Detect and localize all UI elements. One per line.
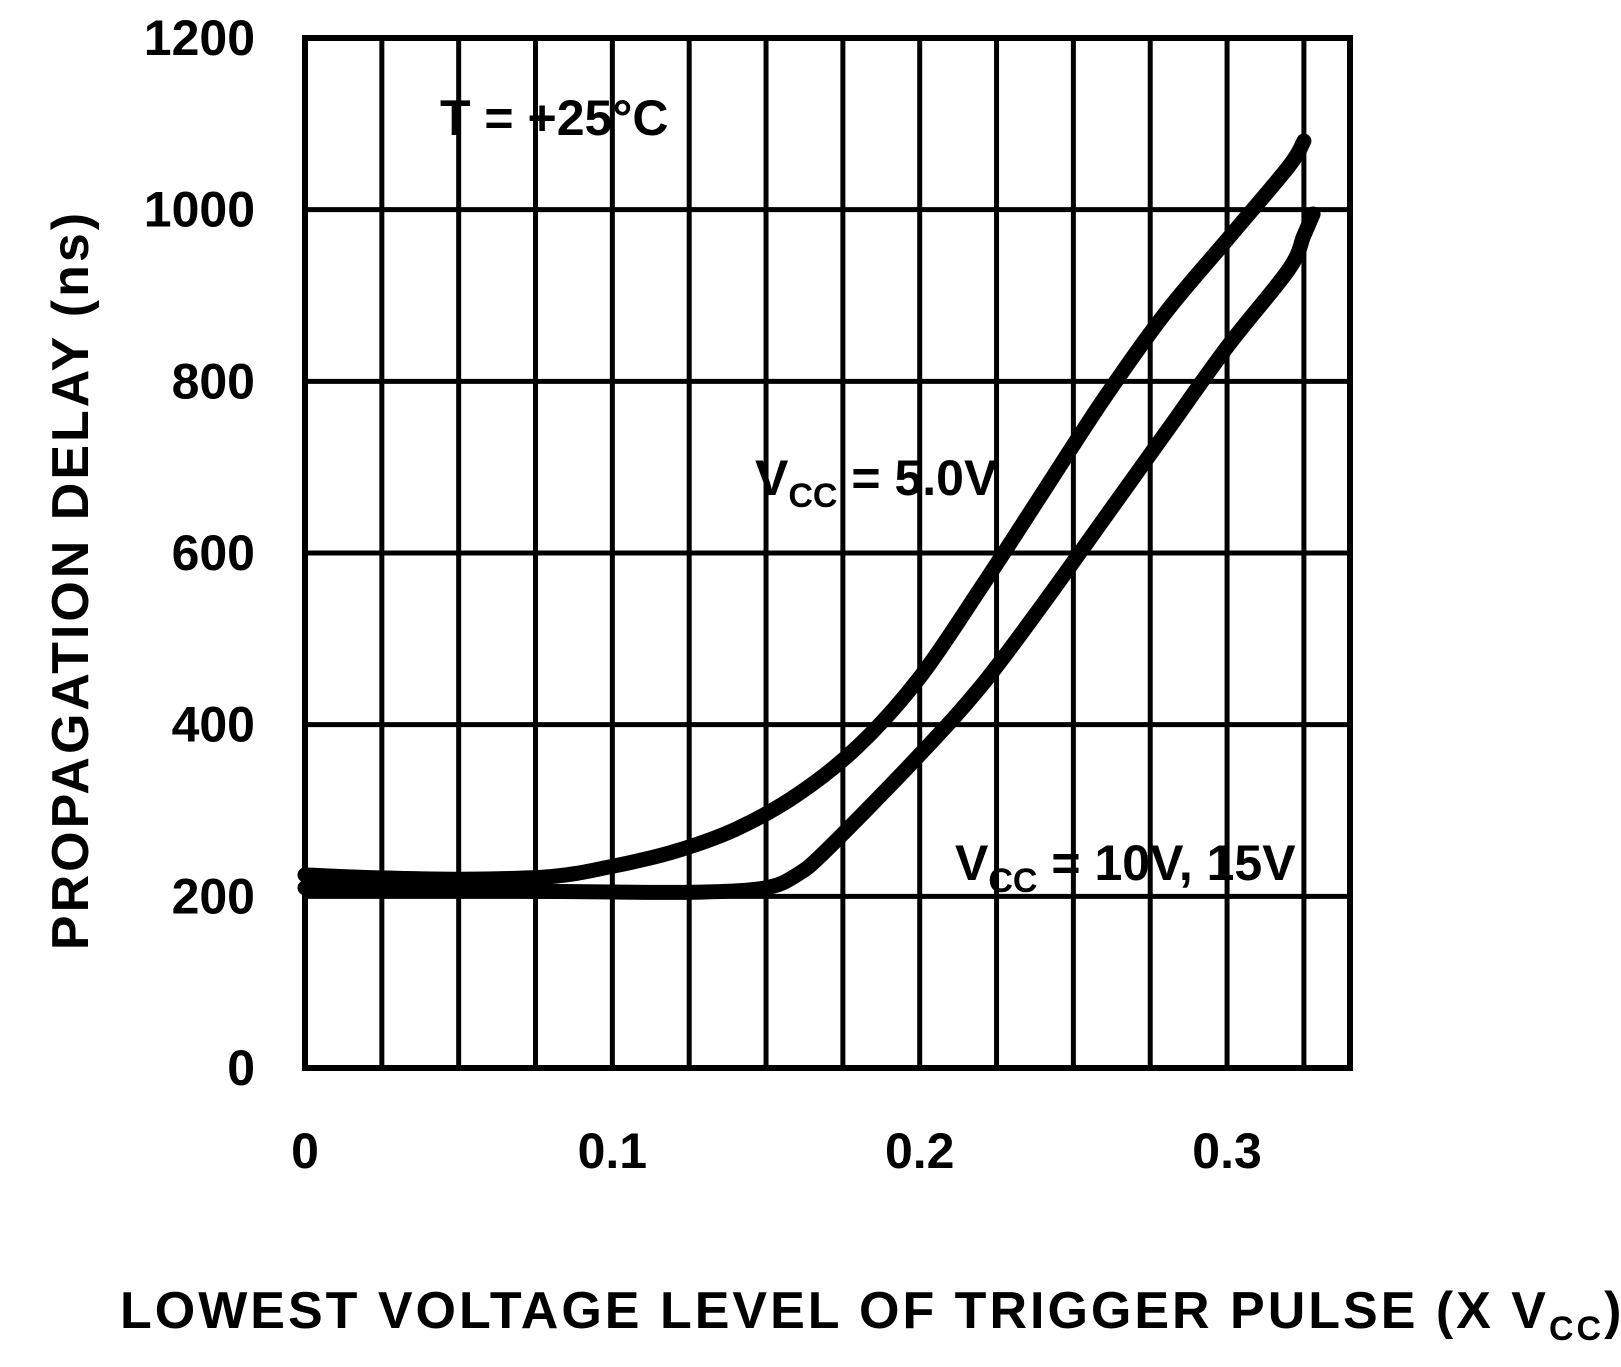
series-label-vcc-5v-main: V [755,450,789,506]
grid [302,35,1353,1071]
y-tick-label: 0 [227,1040,255,1096]
x-tick-labels: 0 0.1 0.2 0.3 [291,1123,1262,1179]
series-label-vcc-10v-15v-rest: = 10V, 15V [1037,835,1296,891]
x-axis-title-sub: CC [1549,1310,1604,1348]
series-line-2 [297,206,1321,900]
series-label-vcc-10v-15v-sub: CC [988,862,1037,900]
x-tick-label: 0 [291,1123,319,1179]
series-label-vcc-5v: VCC = 5.0V [755,450,998,515]
series-label-vcc-5v-sub: CC [788,477,837,515]
series-lines [297,133,1321,900]
temperature-annotation: T = +25°C [440,90,668,146]
x-axis-title-suffix: (X V [1436,1282,1549,1340]
y-tick-label: 1200 [144,10,255,66]
y-tick-label: 800 [172,353,255,409]
y-tick-label: 1000 [144,182,255,238]
y-tick-label: 400 [172,697,255,753]
series-label-vcc-5v-rest: = 5.0V [837,450,997,506]
x-axis-title-end: ) [1604,1282,1621,1340]
y-tick-label: 600 [172,525,255,581]
series-line-1 [297,133,1312,887]
series-label-vcc-10v-15v-main: V [955,835,989,891]
x-axis-title: LOWEST VOLTAGE LEVEL OF TRIGGER PULSE (X… [120,1282,1621,1348]
x-axis-title-gap [1418,1282,1435,1340]
x-tick-label: 0.1 [578,1123,648,1179]
x-axis-title-main: LOWEST VOLTAGE LEVEL OF TRIGGER PULSE [120,1282,1418,1340]
y-tick-labels: 0 200 400 600 800 1000 1200 [144,10,255,1096]
y-tick-label: 200 [172,868,255,924]
x-tick-label: 0.3 [1192,1123,1262,1179]
series-label-vcc-10v-15v: VCC = 10V, 15V [955,835,1296,900]
y-axis-title: PROPAGATION DELAY (ns) [42,210,100,950]
x-tick-label: 0.2 [885,1123,955,1179]
plot-frame [302,35,1353,1071]
